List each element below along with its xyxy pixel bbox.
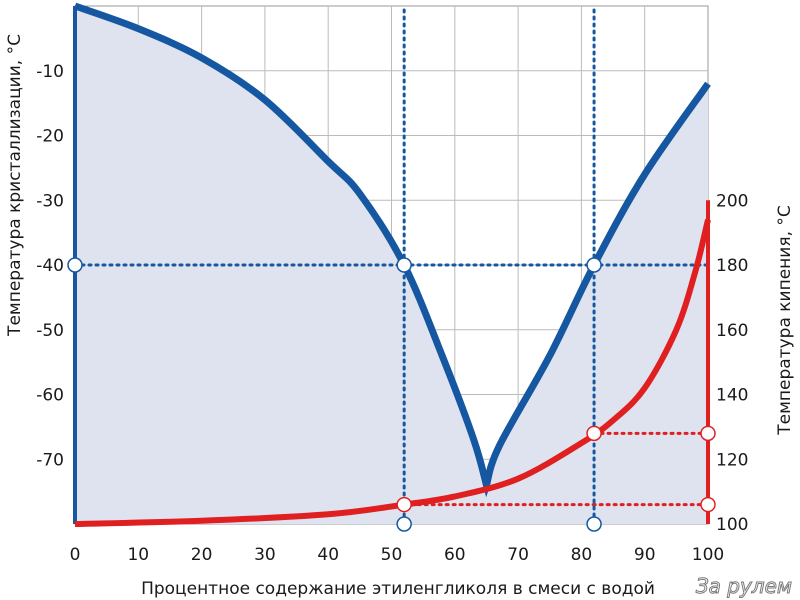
y-left-tick-labels: -10 -20 -30 -40 -50 -60 -70 [36, 62, 64, 471]
y-left-tick-label: -10 [36, 62, 64, 82]
y-right-tick-label: 120 [716, 450, 748, 470]
y-right-tick-labels: 100 120 140 160 180 200 [716, 191, 748, 535]
marker-base-82 [586, 516, 602, 532]
y-left-axis-title: Температура кристаллизации, °C [5, 34, 25, 337]
y-right-tick-label: 160 [716, 321, 748, 341]
marker-left-axis--40 [67, 257, 83, 273]
y-right-axis-title: Температура кипения, °C [775, 205, 795, 435]
marker-boiling-82 [586, 425, 602, 442]
y-left-tick-label: -20 [36, 127, 64, 147]
x-tick-labels: 0 10 20 30 40 50 60 70 80 90 100 [70, 545, 725, 565]
marker-boiling-52 [396, 496, 412, 513]
x-tick-label: 0 [70, 545, 81, 565]
x-tick-label: 50 [381, 545, 403, 565]
y-left-tick-label: -60 [36, 386, 64, 406]
x-tick-label: 10 [127, 545, 149, 565]
guide-markers [67, 257, 716, 532]
watermark: За рулем [696, 574, 792, 598]
y-right-tick-label: 180 [716, 256, 748, 276]
marker-base-52 [396, 516, 412, 532]
y-right-tick-label: 140 [716, 386, 748, 406]
x-tick-label: 20 [191, 545, 213, 565]
y-left-tick-label: -40 [36, 256, 64, 276]
y-right-tick-label: 200 [716, 191, 748, 211]
y-left-tick-label: -30 [36, 191, 64, 211]
marker-cross-52 [396, 257, 412, 273]
y-left-tick-label: -50 [36, 321, 64, 341]
x-tick-label: 80 [571, 545, 593, 565]
x-tick-label: 30 [254, 545, 276, 565]
y-right-tick-label: 100 [716, 515, 748, 535]
x-tick-label: 100 [692, 545, 724, 565]
x-tick-label: 90 [634, 545, 656, 565]
x-tick-label: 40 [317, 545, 339, 565]
marker-cross-82 [586, 257, 602, 273]
x-tick-label: 70 [507, 545, 529, 565]
marker-right-axis-52 [700, 496, 716, 513]
boiling-line [74, 218, 711, 527]
marker-right-axis-82 [700, 425, 716, 442]
x-tick-label: 60 [444, 545, 466, 565]
y-left-tick-label: -70 [36, 450, 64, 470]
x-axis-title: Процентное содержание этиленгликоля в см… [141, 579, 655, 599]
